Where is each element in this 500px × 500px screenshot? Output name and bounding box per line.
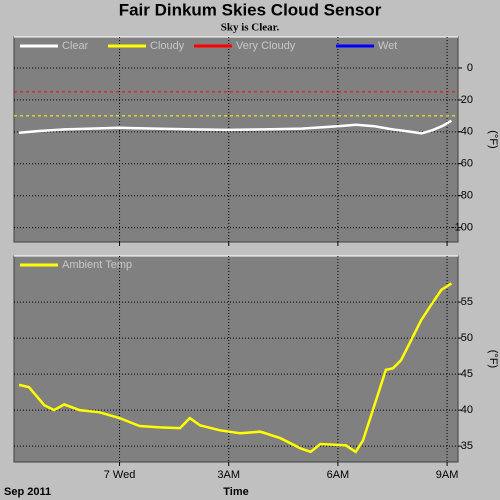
plot-area <box>13 36 459 243</box>
y-axis-label: (°F) <box>487 350 499 368</box>
series-line <box>18 282 453 454</box>
x-tick-label: 9AM <box>436 469 459 481</box>
y-tick-label: 55 <box>461 296 473 308</box>
legend-label: Very Cloudy <box>236 40 296 52</box>
legend-label: Ambient Temp <box>62 259 132 271</box>
y-tick-label: 45 <box>461 368 473 380</box>
legend-label: Wet <box>378 40 397 52</box>
y-tick-label: 50 <box>461 332 473 344</box>
x-tick-label: 6AM <box>327 469 350 481</box>
y-tick-label: -20 <box>457 94 473 106</box>
x-tick-label: 3AM <box>217 469 240 481</box>
date-label: Sep 2011 <box>4 486 51 498</box>
plot-area <box>13 255 459 463</box>
y-tick-label: -80 <box>457 190 473 202</box>
y-tick-label: -40 <box>457 126 473 138</box>
y-axis-label: (°F) <box>487 130 499 148</box>
y-tick-label: -60 <box>457 158 473 170</box>
x-axis-label: Time <box>223 486 248 498</box>
chart-title: Fair Dinkum Skies Cloud Sensor <box>119 0 382 19</box>
legend-label: Cloudy <box>150 40 185 52</box>
y-tick-label: 40 <box>461 404 473 416</box>
y-tick-label: -100 <box>451 222 473 234</box>
x-tick-label: 7 Wed <box>104 469 136 481</box>
y-tick-label: 35 <box>461 440 473 452</box>
y-tick-label: 0 <box>467 62 473 74</box>
series-line <box>18 119 453 135</box>
legend-label: Clear <box>62 40 89 52</box>
chart-subtitle: Sky is Clear. <box>221 22 280 34</box>
